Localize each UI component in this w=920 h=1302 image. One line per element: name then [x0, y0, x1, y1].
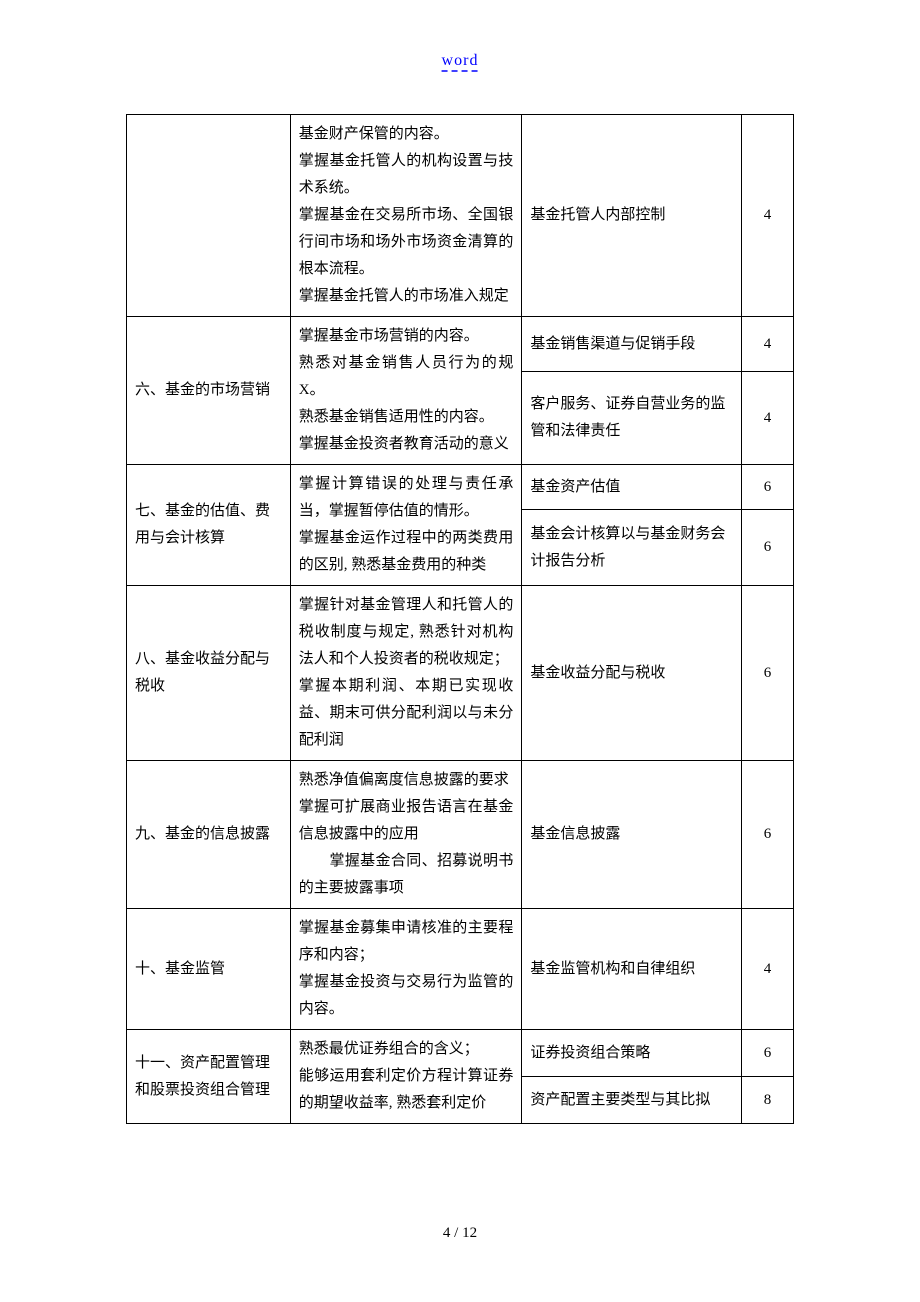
table-row: 七、基金的估值、费用与会计核算掌握计算错误的处理与责任承当，掌握暂停估值的情形。…	[127, 465, 794, 510]
cell-col3: 基金监管机构和自律组织	[522, 909, 742, 1030]
cell-col4: 8	[742, 1077, 794, 1124]
cell-col2: 掌握基金募集申请核准的主要程序和内容； 掌握基金投资与交易行为监管的内容。	[290, 909, 522, 1030]
table-row: 十一、资产配置管理和股票投资组合管理熟悉最优证券组合的含义； 能够运用套利定价方…	[127, 1030, 794, 1077]
cell-col4: 6	[742, 586, 794, 761]
content-table: 基金财产保管的内容。 掌握基金托管人的机构设置与技术系统。 掌握基金在交易所市场…	[126, 114, 794, 1124]
table-row: 基金财产保管的内容。 掌握基金托管人的机构设置与技术系统。 掌握基金在交易所市场…	[127, 115, 794, 317]
cell-col2: 基金财产保管的内容。 掌握基金托管人的机构设置与技术系统。 掌握基金在交易所市场…	[290, 115, 522, 317]
cell-col4: 6	[742, 465, 794, 510]
table-row: 九、基金的信息披露熟悉净值偏离度信息披露的要求 掌握可扩展商业报告语言在基金信息…	[127, 761, 794, 909]
cell-col3: 基金托管人内部控制	[522, 115, 742, 317]
cell-col1: 七、基金的估值、费用与会计核算	[127, 465, 291, 586]
page-number: 4 / 12	[443, 1225, 477, 1242]
cell-col2: 熟悉最优证券组合的含义； 能够运用套利定价方程计算证券的期望收益率, 熟悉套利定…	[290, 1030, 522, 1124]
cell-col2: 熟悉净值偏离度信息披露的要求 掌握可扩展商业报告语言在基金信息披露中的应用 掌握…	[290, 761, 522, 909]
cell-col4: 6	[742, 1030, 794, 1077]
cell-col4: 4	[742, 317, 794, 372]
cell-col3: 基金收益分配与税收	[522, 586, 742, 761]
cell-col3: 基金销售渠道与促销手段	[522, 317, 742, 372]
cell-col2: 掌握基金市场营销的内容。 熟悉对基金销售人员行为的规X。 熟悉基金销售适用性的内…	[290, 317, 522, 465]
cell-col4: 6	[742, 761, 794, 909]
cell-col4: 4	[742, 115, 794, 317]
cell-col1: 十一、资产配置管理和股票投资组合管理	[127, 1030, 291, 1124]
cell-col4: 6	[742, 510, 794, 586]
cell-col1: 十、基金监管	[127, 909, 291, 1030]
cell-col4: 4	[742, 909, 794, 1030]
cell-col1: 八、基金收益分配与税收	[127, 586, 291, 761]
cell-col4: 4	[742, 372, 794, 465]
cell-col3: 客户服务、证券自营业务的监管和法律责任	[522, 372, 742, 465]
cell-col3: 基金资产估值	[522, 465, 742, 510]
cell-col3: 资产配置主要类型与其比拟	[522, 1077, 742, 1124]
table-row: 十、基金监管掌握基金募集申请核准的主要程序和内容； 掌握基金投资与交易行为监管的…	[127, 909, 794, 1030]
cell-col3: 证券投资组合策略	[522, 1030, 742, 1077]
cell-col2: 掌握计算错误的处理与责任承当，掌握暂停估值的情形。 掌握基金运作过程中的两类费用…	[290, 465, 522, 586]
table-row: 六、基金的市场营销掌握基金市场营销的内容。 熟悉对基金销售人员行为的规X。 熟悉…	[127, 317, 794, 372]
cell-col1	[127, 115, 291, 317]
cell-col1: 九、基金的信息披露	[127, 761, 291, 909]
cell-col1: 六、基金的市场营销	[127, 317, 291, 465]
cell-col3: 基金会计核算以与基金财务会计报告分析	[522, 510, 742, 586]
cell-col2: 掌握针对基金管理人和托管人的税收制度与规定, 熟悉针对机构法人和个人投资者的税收…	[290, 586, 522, 761]
table-row: 八、基金收益分配与税收掌握针对基金管理人和托管人的税收制度与规定, 熟悉针对机构…	[127, 586, 794, 761]
cell-col3: 基金信息披露	[522, 761, 742, 909]
header-link[interactable]: word	[442, 52, 479, 70]
